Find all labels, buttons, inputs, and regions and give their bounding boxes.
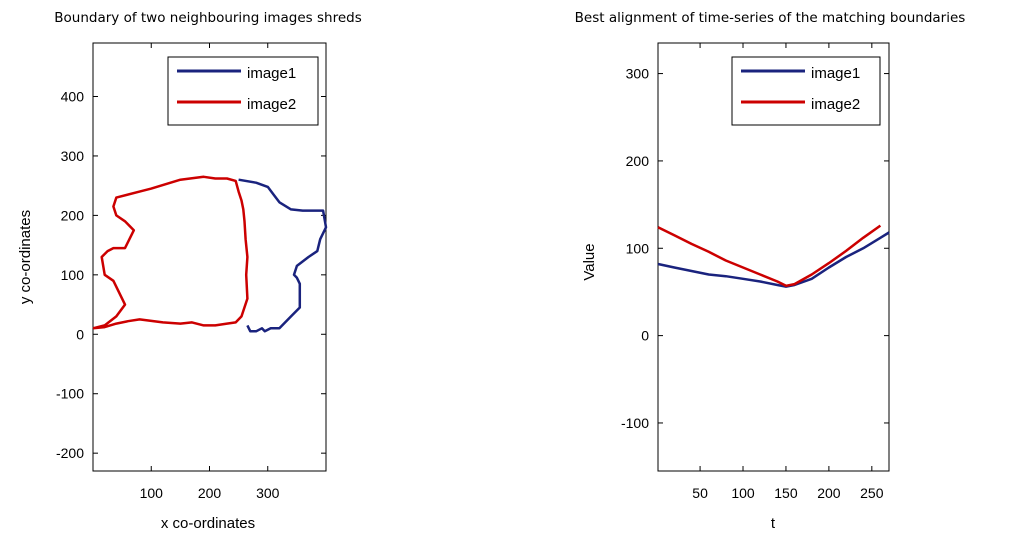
chart-title: Boundary of two neighbouring images shre… xyxy=(54,10,361,26)
y-tick-label: 400 xyxy=(61,89,85,105)
y-tick-label: 200 xyxy=(626,153,650,169)
y-tick-label: 0 xyxy=(641,328,649,344)
legend-box xyxy=(167,56,319,126)
x-tick-label: 200 xyxy=(198,485,222,501)
y-tick-label: 300 xyxy=(626,66,650,82)
y-tick-label: -100 xyxy=(621,415,649,431)
x-tick-label: 100 xyxy=(140,485,164,501)
y-tick-label: -100 xyxy=(56,386,84,402)
x-tick-label: 50 xyxy=(692,485,708,501)
legend-label-image2: image2 xyxy=(811,96,860,113)
series-line-image1 xyxy=(238,178,328,333)
chart-boundary: Boundary of two neighbouring images shre… xyxy=(17,10,362,532)
y-axis-label: y co-ordinates xyxy=(17,210,34,304)
series-line-image1 xyxy=(657,231,890,288)
plot-area xyxy=(657,42,890,472)
series-line-image2 xyxy=(657,224,882,288)
y-tick-label: 200 xyxy=(61,207,85,223)
x-tick-label: 250 xyxy=(860,485,884,501)
legend-label-image2: image2 xyxy=(247,96,296,113)
y-tick-label: 0 xyxy=(76,326,84,342)
legend-label-image1: image1 xyxy=(247,65,296,82)
y-tick-label: -200 xyxy=(56,445,84,461)
x-tick-label: 100 xyxy=(731,485,755,501)
legend: image1 image2 xyxy=(731,56,881,126)
y-tick-label: 100 xyxy=(626,240,650,256)
x-tick-label: 200 xyxy=(817,485,841,501)
y-tick-label: 300 xyxy=(61,148,85,164)
legend-label-image1: image1 xyxy=(811,65,860,82)
legend-box xyxy=(731,56,881,126)
x-axis-label: x co-ordinates xyxy=(161,515,255,532)
series-line-image2 xyxy=(92,175,249,330)
y-tick-label: 100 xyxy=(61,267,85,283)
legend: image1 image2 xyxy=(167,56,319,126)
chart-time-series: Best alignment of time-series of the mat… xyxy=(575,10,966,532)
series-lines xyxy=(92,175,328,333)
axis-ticks: 100 200 300 -200 -100 0 100 200 300 400 xyxy=(56,43,326,501)
chart-title: Best alignment of time-series of the mat… xyxy=(575,10,966,26)
x-tick-label: 300 xyxy=(256,485,280,501)
series-lines xyxy=(657,224,890,288)
axis-ticks: 50 100 150 200 250 -100 0 100 200 300 xyxy=(621,43,889,501)
x-tick-label: 150 xyxy=(774,485,798,501)
x-axis-label: t xyxy=(771,515,776,532)
y-axis-label: Value xyxy=(581,243,598,280)
